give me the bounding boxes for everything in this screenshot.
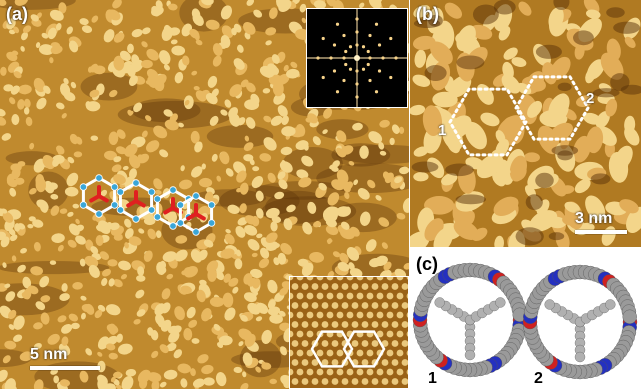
scale-bar-a: 5 nm xyxy=(30,346,100,370)
scale-bar-b-label: 3 nm xyxy=(575,210,613,227)
lattice-pattern xyxy=(290,277,408,388)
fft-inset xyxy=(306,8,408,108)
panel-b-marker-2: 2 xyxy=(586,90,595,107)
panel-b-stm-zoom: (b) 1 2 xyxy=(410,0,641,247)
panel-c-marker-2: 2 xyxy=(534,370,543,387)
panel-c-label: (c) xyxy=(416,254,438,274)
lattice-inset xyxy=(289,276,409,389)
stm-image-b xyxy=(410,0,641,247)
panel-c-marker-1: 1 xyxy=(428,370,437,387)
scale-bar-b: 3 nm xyxy=(575,210,635,234)
panel-a-label: (a) xyxy=(6,4,28,24)
molecular-model xyxy=(412,262,638,380)
scale-bar-b-line xyxy=(575,230,627,234)
scale-bar-a-label: 5 nm xyxy=(30,346,68,363)
panel-a-stm-image: (a) xyxy=(0,0,409,389)
scale-bar-a-line xyxy=(30,366,100,370)
fft-pattern xyxy=(307,9,407,107)
panel-b-label: (b) xyxy=(416,4,439,24)
panel-b-marker-1: 1 xyxy=(438,122,447,139)
panel-c-molecular-model: (c) 1 2 xyxy=(410,250,641,389)
